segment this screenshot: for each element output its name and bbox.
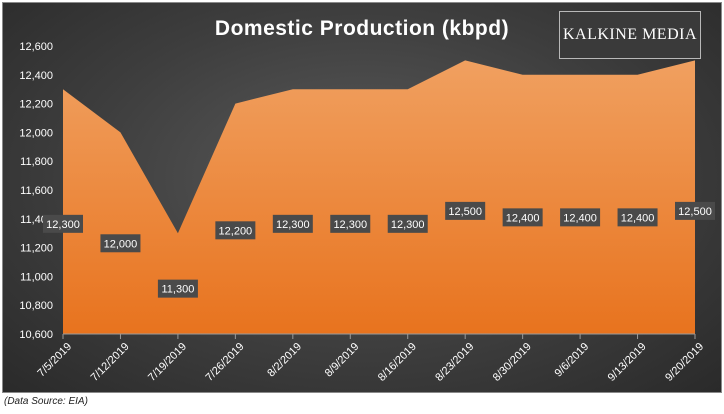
y-tick-label: 12,200	[19, 99, 53, 111]
data-label-text: 12,300	[276, 219, 310, 231]
series-area	[63, 60, 695, 335]
data-label-box	[43, 214, 83, 233]
y-tick-label: 11,800	[20, 156, 53, 168]
brand-logo-text: KALKINE MEDIA	[562, 26, 698, 43]
data-label: 12,300	[43, 214, 83, 233]
data-label: 11,300	[157, 279, 198, 298]
chart-title: Domestic Production (kbpd)	[214, 17, 510, 40]
data-label: 12,000	[100, 234, 141, 253]
data-label-box	[215, 221, 256, 240]
x-tick-label: 7/12/2019	[89, 341, 132, 384]
chart-plot: 10,60010,80011,00011,20011,40011,60011,8…	[19, 41, 715, 384]
y-tick-label: 10,600	[19, 329, 53, 341]
data-label: 12,400	[617, 208, 658, 227]
data-label: 12,300	[272, 214, 313, 233]
data-label-text: 11,300	[161, 284, 194, 296]
data-label-text: 12,500	[448, 206, 482, 218]
y-tick-label: 11,000	[20, 271, 53, 283]
x-tick-label: 7/19/2019	[146, 341, 189, 384]
data-label: 12,400	[560, 208, 601, 227]
chart-frame: 10,600 10,800 11,000 11,200 11,400 11,600 11,8…	[2, 2, 722, 393]
y-tick-label: 12,400	[19, 70, 53, 82]
data-label-box	[330, 214, 371, 233]
brand-logo: KALKINE MEDIA	[559, 11, 701, 59]
data-label-box	[157, 279, 198, 298]
x-tick-label: 8/16/2019	[376, 341, 419, 384]
data-label-box	[445, 201, 486, 220]
data-label-box	[675, 201, 715, 220]
data-label: 12,300	[387, 214, 428, 233]
y-tick-label: 11,200	[20, 243, 53, 255]
y-tick-label: 10,800	[19, 300, 53, 312]
data-label: 12,500	[675, 201, 715, 220]
y-tick-label: 12,600	[19, 41, 53, 53]
data-label-text: 12,400	[621, 212, 655, 224]
data-label-box	[502, 208, 543, 227]
data-label-box	[560, 208, 601, 227]
data-label: 12,300	[330, 214, 371, 233]
source-note: (Data Source: EIA)	[4, 396, 88, 407]
data-label: 12,200	[215, 221, 256, 240]
x-tick-label: 9/13/2019	[606, 341, 649, 384]
x-tick-label: 8/9/2019	[323, 341, 362, 380]
data-label-text: 12,300	[391, 219, 425, 231]
data-label-text: 12,400	[563, 212, 597, 224]
y-tick-label: 12,000	[19, 127, 53, 139]
x-tick-label: 7/26/2019	[203, 341, 246, 384]
x-tick-label: 7/5/2019	[35, 341, 74, 380]
x-tick-label: 8/30/2019	[491, 341, 534, 384]
x-tick-label: 8/2/2019	[265, 341, 304, 380]
data-label-box	[387, 214, 428, 233]
data-label-text: 12,300	[333, 219, 367, 231]
data-label-text: 12,200	[219, 225, 253, 237]
data-label-text: 12,300	[46, 219, 80, 231]
y-tick-label: 11,600	[20, 185, 53, 197]
data-label-text: 12,400	[506, 212, 540, 224]
data-label-text: 12,000	[104, 238, 138, 250]
data-label: 12,500	[445, 201, 486, 220]
x-tick-label: 9/6/2019	[553, 341, 592, 380]
x-tick-label: 9/20/2019	[663, 341, 706, 384]
data-label-text: 12,500	[678, 206, 712, 218]
data-label: 12,400	[502, 208, 543, 227]
data-label-box	[617, 208, 658, 227]
x-tick-label: 8/23/2019	[433, 341, 476, 384]
data-label-box	[100, 234, 141, 253]
data-label-box	[272, 214, 313, 233]
